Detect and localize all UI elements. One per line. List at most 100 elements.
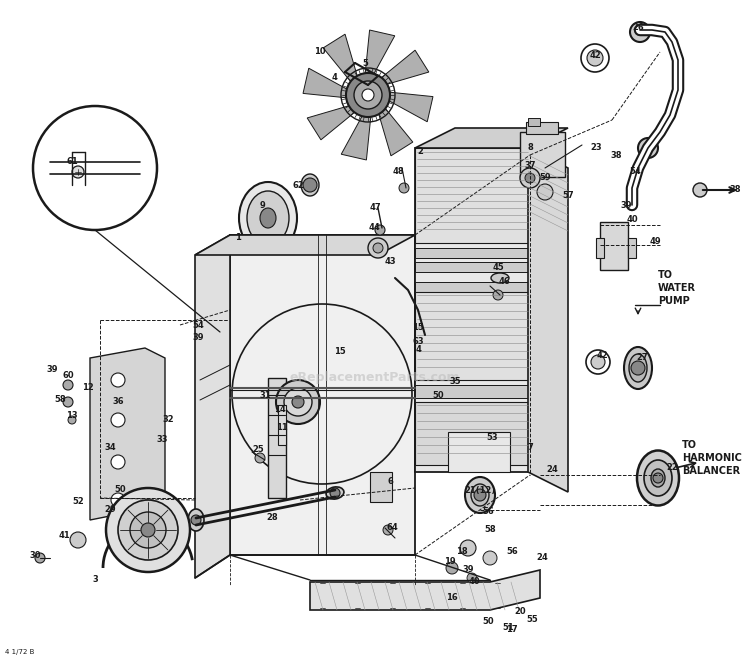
Text: 36: 36 [112, 397, 124, 406]
Polygon shape [415, 282, 528, 292]
Text: 20: 20 [514, 608, 526, 616]
Text: 51: 51 [503, 624, 514, 632]
Text: 50: 50 [482, 618, 494, 626]
Text: 43: 43 [384, 258, 396, 267]
Text: 13: 13 [66, 410, 78, 420]
Ellipse shape [491, 273, 509, 283]
Polygon shape [415, 262, 528, 272]
Text: 57: 57 [562, 191, 574, 199]
Bar [415, 292, 530, 380]
Bar [415, 148, 530, 243]
Text: 12: 12 [82, 383, 94, 393]
Text: 56: 56 [506, 547, 518, 557]
Circle shape [68, 416, 76, 424]
Circle shape [587, 50, 603, 66]
Circle shape [368, 238, 388, 258]
Polygon shape [230, 235, 415, 555]
Text: 41: 41 [58, 530, 70, 540]
Text: 28: 28 [266, 514, 278, 522]
Text: 25: 25 [252, 446, 264, 455]
Text: 27: 27 [636, 354, 648, 363]
Ellipse shape [637, 451, 679, 506]
Text: 58: 58 [484, 526, 496, 534]
Text: 5: 5 [362, 58, 368, 68]
Text: 47: 47 [369, 203, 381, 213]
Text: 6: 6 [387, 477, 393, 487]
Text: 32: 32 [162, 416, 174, 424]
Circle shape [346, 73, 390, 117]
Text: eReplacementParts.com: eReplacementParts.com [290, 371, 460, 385]
Text: 35: 35 [449, 377, 460, 387]
Ellipse shape [644, 460, 672, 496]
Text: 24: 24 [546, 465, 558, 475]
Text: 45: 45 [492, 263, 504, 273]
Text: 46: 46 [498, 277, 510, 287]
Text: 4: 4 [415, 346, 421, 354]
Text: 30: 30 [29, 551, 40, 559]
Circle shape [383, 525, 393, 535]
Polygon shape [195, 235, 415, 255]
Text: 9: 9 [260, 201, 265, 209]
Circle shape [525, 173, 535, 183]
Bar [628, 238, 636, 258]
Circle shape [118, 500, 178, 560]
Ellipse shape [326, 487, 344, 499]
Polygon shape [415, 385, 528, 398]
Polygon shape [415, 248, 528, 258]
Text: 37: 37 [524, 160, 536, 169]
Text: 21(12): 21(12) [464, 485, 496, 495]
Text: 52: 52 [72, 498, 84, 506]
Ellipse shape [465, 477, 495, 513]
Text: 19: 19 [444, 557, 456, 567]
Circle shape [474, 489, 486, 501]
Circle shape [653, 473, 663, 483]
Text: 15: 15 [334, 348, 346, 357]
Polygon shape [303, 68, 355, 99]
Text: 39: 39 [462, 565, 474, 575]
Circle shape [111, 413, 125, 427]
Polygon shape [415, 128, 568, 148]
Bar [528, 118, 540, 126]
Text: 42: 42 [590, 50, 601, 60]
Circle shape [467, 573, 477, 583]
Text: 42: 42 [596, 350, 608, 359]
Circle shape [375, 225, 385, 235]
Circle shape [141, 523, 155, 537]
Ellipse shape [247, 191, 289, 245]
Text: 26: 26 [632, 23, 644, 32]
Text: 14: 14 [274, 406, 286, 414]
Polygon shape [528, 148, 568, 492]
Text: 48: 48 [392, 167, 404, 177]
Bar [278, 405, 286, 445]
Text: 34: 34 [104, 444, 116, 453]
Text: 38: 38 [610, 150, 622, 160]
Text: 7: 7 [527, 444, 532, 453]
Ellipse shape [624, 347, 652, 389]
Circle shape [330, 488, 340, 498]
Circle shape [630, 22, 650, 42]
Circle shape [255, 453, 265, 463]
Text: 60: 60 [62, 371, 74, 379]
Text: 17: 17 [506, 626, 518, 634]
Circle shape [111, 373, 125, 387]
Circle shape [693, 183, 707, 197]
Circle shape [460, 540, 476, 556]
Circle shape [63, 397, 73, 407]
Text: 53: 53 [486, 434, 498, 442]
Ellipse shape [188, 509, 204, 531]
Circle shape [362, 89, 374, 101]
Text: 22: 22 [666, 463, 678, 473]
Text: 1: 1 [235, 234, 241, 242]
Text: 15: 15 [413, 324, 424, 332]
Text: 39: 39 [46, 365, 58, 375]
Text: 50: 50 [114, 485, 126, 495]
Bar [520, 132, 565, 177]
Text: 40: 40 [626, 216, 638, 224]
Text: 58: 58 [54, 395, 66, 404]
Circle shape [638, 138, 658, 158]
Polygon shape [323, 34, 359, 88]
Circle shape [373, 243, 383, 253]
Circle shape [520, 168, 540, 188]
Text: TO
HARMONIC
BALANCER: TO HARMONIC BALANCER [682, 440, 742, 476]
Polygon shape [310, 570, 540, 610]
